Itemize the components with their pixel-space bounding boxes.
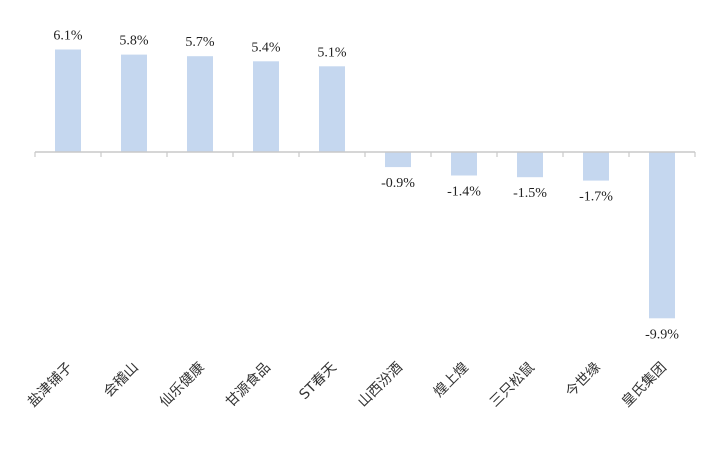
- bar-5: [319, 66, 345, 152]
- bar-2: [121, 54, 147, 152]
- data-label-5: 5.1%: [317, 45, 347, 60]
- data-label-2: 5.8%: [119, 34, 149, 49]
- data-label-8: -1.5%: [513, 186, 547, 201]
- category-labels-group: 盐津铺子 会稽山 仙乐健康 甘源食品 ST春天 山西汾酒 煌上煌 三只松鼠 今世缘 皇氏集团: [25, 359, 670, 411]
- category-label-1: 盐津铺子: [25, 360, 76, 411]
- bar-8: [517, 152, 543, 178]
- data-label-9: -1.7%: [579, 190, 613, 205]
- category-label-10: 皇氏集团: [618, 359, 670, 411]
- category-label-2: 会稽山: [101, 360, 142, 401]
- bar-3: [187, 56, 213, 153]
- data-label-6: -0.9%: [381, 176, 415, 191]
- category-label-4: 甘源食品: [222, 359, 274, 411]
- category-label-9: 今世缘: [563, 360, 604, 401]
- category-label-3: 仙乐健康: [156, 359, 208, 411]
- bar-7: [451, 152, 477, 176]
- data-label-10: -9.9%: [645, 327, 679, 342]
- bar-10: [649, 152, 675, 319]
- bar-1: [55, 49, 81, 152]
- bar-4: [253, 61, 279, 152]
- category-label-6: 山西汾酒: [355, 360, 406, 411]
- data-labels-group: 6.1% 5.8% 5.7% 5.4% 5.1% -0.9% -1.4% -1.5% -1.7%…: [53, 29, 679, 343]
- data-label-4: 5.4%: [251, 40, 281, 55]
- data-label-1: 6.1%: [53, 29, 83, 44]
- x-axis: [34, 151, 696, 157]
- category-label-5: ST春天: [296, 360, 339, 403]
- bar-6: [385, 152, 411, 168]
- bar-9: [583, 152, 609, 181]
- data-label-7: -1.4%: [447, 185, 481, 200]
- category-label-8: 三只松鼠: [487, 360, 538, 411]
- category-label-7: 煌上煌: [431, 360, 472, 401]
- bars-group: [55, 49, 675, 319]
- data-label-3: 5.7%: [185, 35, 215, 50]
